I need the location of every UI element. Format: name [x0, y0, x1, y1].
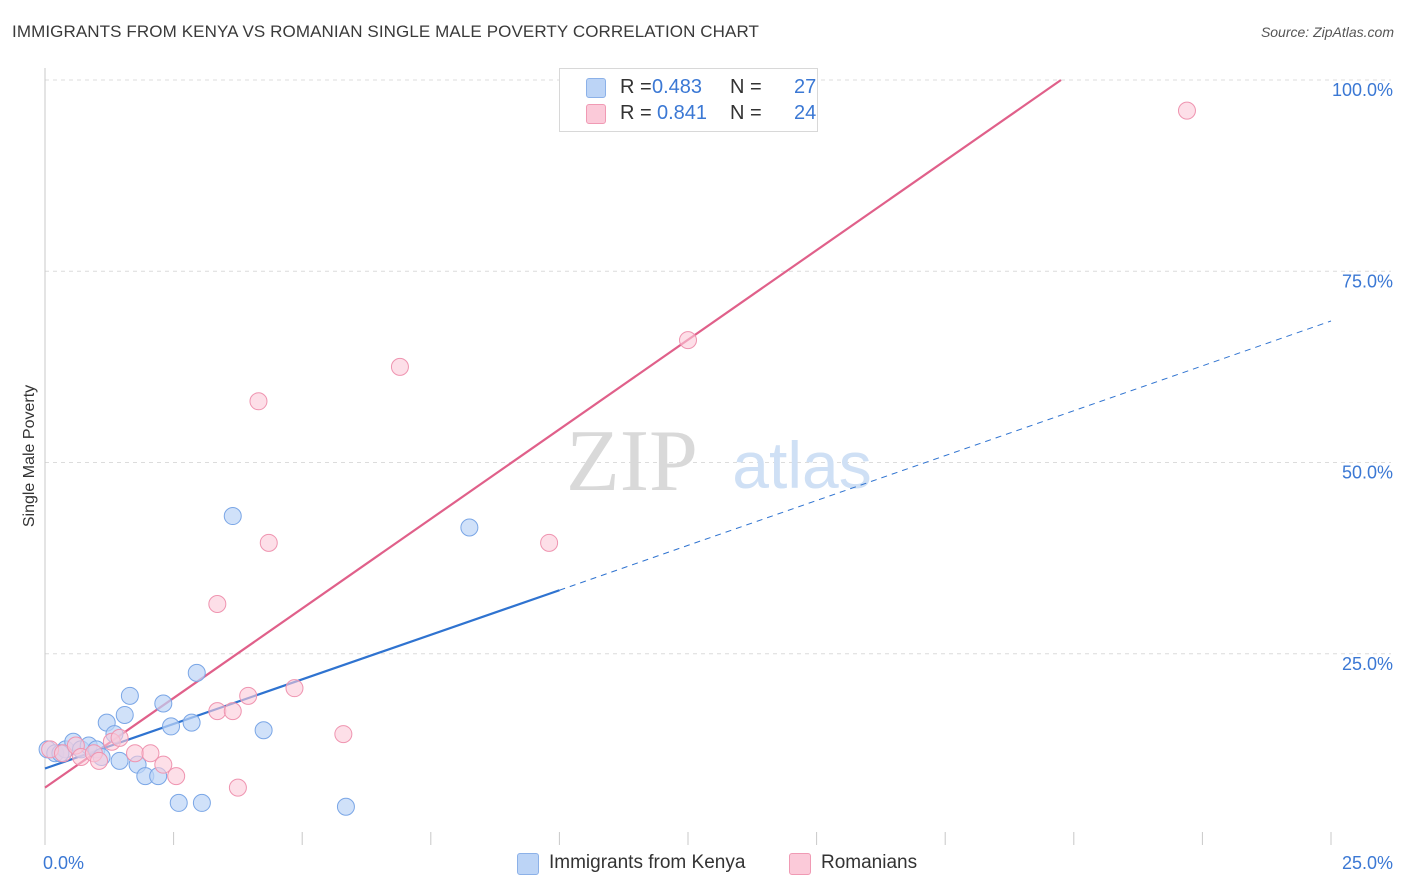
trend-lines [44, 79, 1332, 789]
legend-r-value: 0.483 [652, 76, 703, 98]
romanian-swatch [586, 104, 606, 124]
kenya-point [162, 717, 181, 736]
source-credit: Source: ZipAtlas.com [1260, 24, 1394, 40]
kenya-point [192, 793, 211, 812]
romanian-legend-label: Romanians [821, 852, 918, 873]
kenya-legend-swatch [517, 853, 539, 875]
watermark-atlas: atlas [732, 428, 871, 502]
kenya-point [115, 705, 134, 724]
legend-n-label: N = [730, 76, 762, 98]
legend-n-value: 24 [794, 102, 817, 124]
romanian-points [41, 101, 1196, 797]
romanian-point [259, 533, 278, 552]
y-tick-label: 100.0% [1332, 80, 1393, 100]
romanian-point [1177, 101, 1196, 120]
legend-n-value: 27 [794, 76, 817, 98]
romanian-point [110, 728, 129, 747]
axes [44, 68, 1332, 845]
chart-title: IMMIGRANTS FROM KENYA VS ROMANIAN SINGLE… [12, 22, 760, 41]
kenya-point [336, 797, 355, 816]
romanian-point [208, 702, 227, 721]
romanian-point [228, 778, 247, 797]
romanian-point [90, 751, 109, 770]
kenya-point [110, 751, 129, 770]
watermark-zip: ZIP [566, 413, 698, 510]
legend-n-label: N = [730, 102, 762, 124]
kenya-trend-extension [559, 320, 1332, 591]
romanian-point [141, 744, 160, 763]
romanian-point [679, 331, 697, 350]
legend-r-value: 0.841 [657, 102, 708, 124]
correlation-legend: R = 0.483 N = 27 R = 0.841 N = 24 [559, 68, 818, 132]
romanian-point [390, 357, 409, 376]
kenya-point [154, 694, 173, 713]
romanian-point [285, 679, 304, 698]
kenya-point [187, 663, 206, 682]
romanian-point [249, 392, 268, 411]
kenya-legend-label: Immigrants from Kenya [549, 852, 746, 873]
y-tick-label: 50.0% [1342, 463, 1393, 483]
kenya-point [182, 713, 201, 732]
x-tick-label: 25.0% [1342, 853, 1393, 873]
tick-labels: 25.0% 50.0% 75.0% 100.0% 0.0% 25.0% [43, 80, 1393, 873]
romanian-point [239, 686, 258, 705]
kenya-point [223, 507, 242, 526]
romanian-point [223, 702, 242, 721]
kenya-point [460, 518, 479, 537]
kenya-swatch [586, 78, 606, 98]
legend-r-label: R = [620, 102, 652, 124]
romanian-trend-line [44, 79, 1062, 789]
kenya-trend-line [44, 589, 560, 770]
kenya-points [38, 507, 479, 816]
y-tick-label: 75.0% [1342, 271, 1393, 291]
romanian-point [208, 595, 227, 614]
kenya-point [254, 721, 273, 740]
kenya-point [169, 793, 188, 812]
y-axis-label: Single Male Poverty [21, 385, 38, 527]
romanian-legend-swatch [789, 853, 811, 875]
romanian-point [167, 767, 186, 786]
legend-r-label: R = [620, 76, 652, 98]
y-tick-label: 25.0% [1342, 654, 1393, 674]
romanian-point [154, 755, 173, 774]
x-tick-label: 0.0% [43, 853, 84, 873]
romanian-point [334, 725, 353, 744]
grid-lines [45, 79, 1391, 655]
kenya-point [120, 686, 139, 705]
romanian-point [540, 533, 559, 552]
romanian-point [126, 744, 145, 763]
